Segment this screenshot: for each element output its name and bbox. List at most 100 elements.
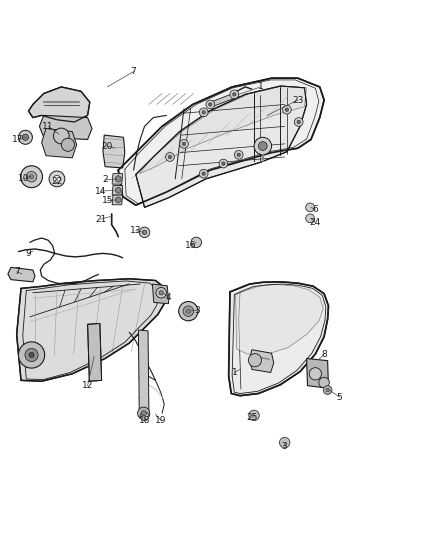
Circle shape [199, 108, 208, 117]
Circle shape [326, 388, 329, 392]
Text: 13: 13 [130, 226, 141, 235]
Polygon shape [152, 284, 169, 304]
Text: 11: 11 [42, 122, 54, 131]
Text: 10: 10 [18, 174, 30, 183]
Circle shape [180, 140, 188, 148]
Text: 7: 7 [14, 267, 20, 276]
Circle shape [138, 407, 150, 419]
Text: 20: 20 [102, 142, 113, 150]
Polygon shape [103, 135, 125, 168]
Circle shape [297, 120, 300, 124]
Text: 15: 15 [102, 196, 113, 205]
Circle shape [283, 106, 291, 114]
Polygon shape [250, 350, 274, 373]
Text: 5: 5 [336, 392, 343, 401]
Circle shape [156, 287, 166, 298]
Circle shape [234, 150, 243, 159]
Circle shape [141, 410, 146, 416]
Polygon shape [236, 285, 323, 354]
Text: 24: 24 [310, 218, 321, 227]
Text: 25: 25 [246, 413, 258, 422]
Circle shape [22, 134, 28, 140]
Text: 3: 3 [194, 306, 200, 315]
Circle shape [230, 90, 239, 99]
Circle shape [183, 306, 194, 317]
Text: 18: 18 [139, 416, 150, 425]
Polygon shape [39, 115, 92, 140]
Circle shape [115, 197, 121, 203]
Text: 17: 17 [12, 135, 23, 144]
Circle shape [191, 237, 201, 248]
Text: 8: 8 [321, 350, 327, 359]
Polygon shape [112, 195, 123, 205]
Circle shape [25, 349, 38, 361]
Circle shape [29, 174, 34, 179]
Circle shape [115, 188, 121, 193]
Circle shape [248, 354, 261, 367]
Circle shape [309, 368, 321, 380]
Circle shape [306, 214, 314, 223]
Polygon shape [138, 330, 149, 416]
Polygon shape [17, 279, 166, 381]
Polygon shape [112, 174, 123, 184]
Circle shape [139, 227, 150, 238]
Circle shape [18, 342, 45, 368]
Text: 9: 9 [25, 249, 32, 258]
Circle shape [29, 352, 34, 358]
Circle shape [166, 152, 174, 161]
Circle shape [26, 172, 37, 182]
Circle shape [219, 159, 228, 168]
Polygon shape [136, 86, 307, 207]
Polygon shape [307, 359, 328, 388]
Circle shape [237, 153, 240, 157]
Circle shape [159, 290, 163, 295]
Circle shape [140, 412, 149, 421]
Circle shape [202, 172, 205, 175]
Polygon shape [42, 128, 77, 158]
Circle shape [206, 100, 215, 109]
Circle shape [285, 108, 289, 111]
Polygon shape [28, 87, 90, 122]
Polygon shape [112, 185, 123, 195]
Text: 2: 2 [102, 175, 108, 184]
Circle shape [49, 171, 65, 187]
Text: 3: 3 [281, 441, 287, 450]
Circle shape [233, 93, 236, 96]
Circle shape [208, 103, 212, 106]
Circle shape [254, 138, 272, 155]
Circle shape [168, 155, 172, 159]
Circle shape [294, 118, 303, 126]
Polygon shape [139, 86, 307, 174]
Circle shape [18, 130, 32, 144]
Text: 23: 23 [292, 95, 304, 104]
Text: 16: 16 [185, 241, 196, 250]
Circle shape [306, 203, 314, 212]
Text: 22: 22 [51, 176, 63, 185]
Text: 19: 19 [155, 416, 167, 425]
Circle shape [199, 169, 208, 178]
Circle shape [222, 162, 225, 165]
Polygon shape [8, 268, 35, 282]
Circle shape [323, 386, 332, 394]
Circle shape [319, 377, 329, 388]
Text: 7: 7 [131, 67, 137, 76]
Text: 6: 6 [312, 205, 318, 214]
Text: 1: 1 [231, 368, 237, 377]
Circle shape [249, 410, 259, 421]
Circle shape [115, 176, 121, 182]
Circle shape [179, 302, 198, 321]
Text: 4: 4 [166, 293, 171, 302]
Circle shape [258, 142, 267, 150]
Circle shape [142, 230, 147, 235]
Circle shape [279, 437, 290, 448]
Circle shape [202, 110, 205, 114]
Circle shape [61, 138, 74, 151]
Circle shape [53, 175, 60, 182]
Polygon shape [210, 92, 239, 107]
Text: 21: 21 [95, 215, 106, 224]
Circle shape [21, 166, 42, 188]
Circle shape [182, 142, 186, 146]
Circle shape [186, 309, 191, 313]
Circle shape [53, 128, 69, 144]
Polygon shape [88, 324, 102, 381]
